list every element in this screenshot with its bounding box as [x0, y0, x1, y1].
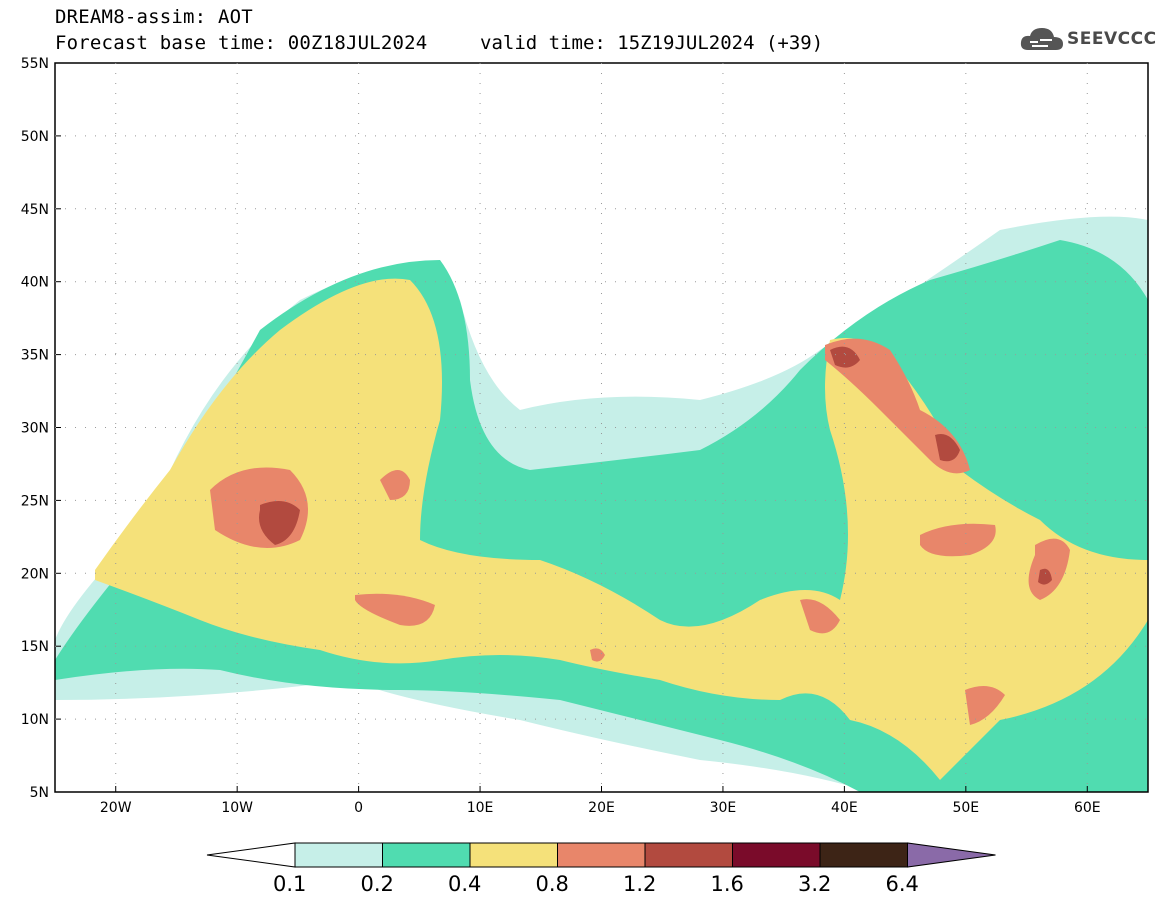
aot-band-0.8	[355, 593, 435, 626]
lat-tick-label: 5N	[30, 785, 49, 801]
colorbar-segment	[469, 842, 558, 868]
lon-tick-label: 30E	[710, 800, 737, 816]
lat-tick-label: 40N	[21, 275, 49, 291]
colorbar-segment	[294, 842, 383, 868]
lon-tick-label: 20W	[100, 800, 132, 816]
colorbar-level-label: 0.4	[448, 872, 482, 896]
colorbar-segment	[732, 842, 821, 868]
lat-tick-label: 50N	[21, 129, 49, 145]
colorbar-level-label: 3.2	[798, 872, 832, 896]
lat-tick-label: 30N	[21, 421, 49, 437]
aot-band-0.8	[380, 470, 410, 500]
lon-tick-label: 0	[354, 800, 363, 816]
lat-tick-label: 20N	[21, 566, 49, 582]
colorbar-level-label: 6.4	[885, 872, 919, 896]
colorbar-segment	[557, 842, 646, 868]
colorbar-segment	[382, 842, 471, 868]
lon-tick-label: 50E	[952, 800, 979, 816]
lon-tick-label: 20E	[588, 800, 615, 816]
colorbar-level-label: 0.8	[535, 872, 569, 896]
aot-band-0.8	[1028, 538, 1070, 600]
forecast-base-time: Forecast base time: 00Z18JUL2024	[55, 32, 428, 54]
lat-tick-label: 15N	[21, 639, 49, 655]
colorbar-level-label: 0.1	[273, 872, 307, 896]
colorbar-level-label: 1.6	[710, 872, 744, 896]
lon-tick-label: 10W	[221, 800, 253, 816]
colorbar-segment	[644, 842, 733, 868]
colorbar-level-label: 1.2	[623, 872, 657, 896]
aot-band-1.2	[830, 346, 860, 368]
aot-band-0.8	[800, 599, 840, 634]
lat-tick-label: 45N	[21, 202, 49, 218]
aot-band-1.2	[935, 434, 960, 462]
aot-band-0.8	[590, 648, 605, 662]
aot-band-1.2	[259, 501, 300, 545]
colorbar-high-arrow	[907, 842, 996, 868]
lat-tick-label: 55N	[21, 56, 49, 72]
colorbar-low-arrow	[206, 842, 296, 868]
aot-band-0.8	[965, 686, 1005, 725]
lon-tick-label: 40E	[831, 800, 858, 816]
map-title: DREAM8-assim: AOT	[55, 6, 253, 28]
lat-tick-label: 25N	[21, 493, 49, 509]
colorbar	[206, 842, 996, 868]
valid-time: valid time: 15Z19JUL2024 (+39)	[480, 32, 824, 54]
aot-band-0.8	[920, 523, 996, 557]
logo-text: SEEVCCC	[1067, 29, 1157, 49]
lon-tick-label: 10E	[467, 800, 494, 816]
aot-band-1.2	[1038, 568, 1052, 585]
latitude-labels: 55N 50N 45N 40N 35N 30N 25N 20N 15N 10N 5N	[21, 56, 1148, 801]
longitude-labels: 20W 10W 0 10E 20E 30E 40E 50E 60E	[100, 63, 1101, 816]
colorbar-segment	[819, 842, 908, 868]
cloud-logo-icon	[1020, 28, 1063, 50]
lat-tick-label: 35N	[21, 348, 49, 364]
lon-tick-label: 60E	[1074, 800, 1101, 816]
aot-band-0.8	[825, 338, 970, 474]
colorbar-level-label: 0.2	[360, 872, 394, 896]
lat-tick-label: 10N	[21, 712, 49, 728]
